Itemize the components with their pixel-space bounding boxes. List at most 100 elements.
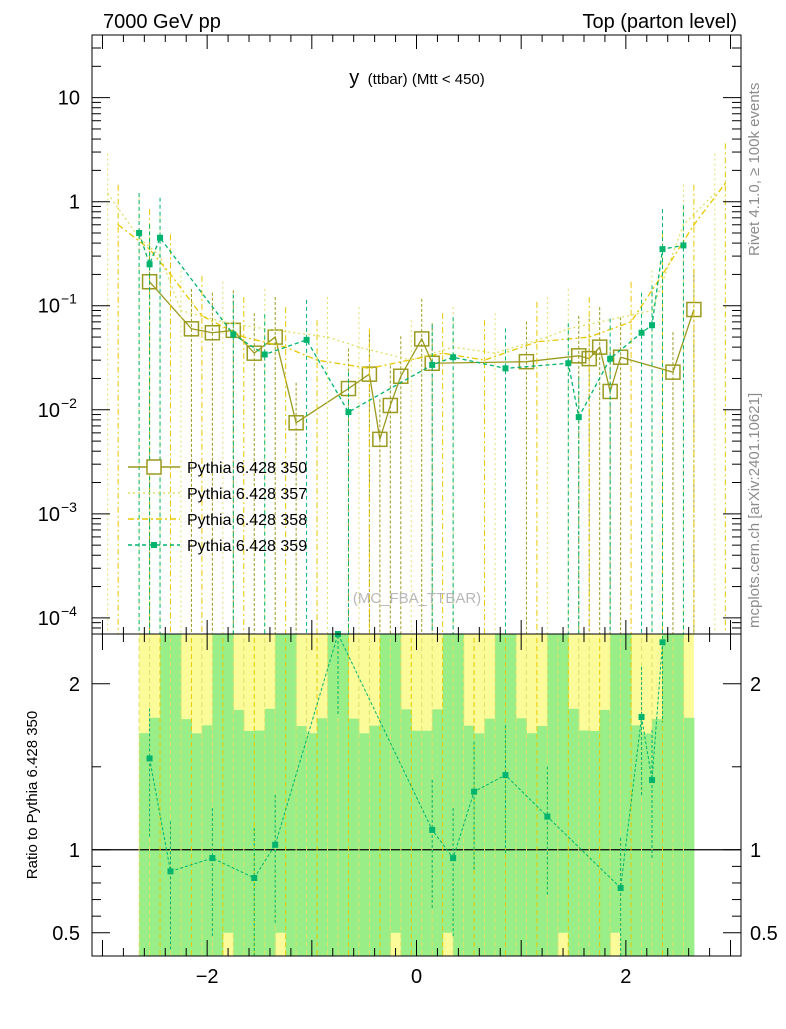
data-point [303, 336, 310, 343]
ratio-band-bin [358, 733, 370, 956]
ratio-band-bin [610, 634, 622, 933]
plot-title-main: y [349, 67, 359, 89]
data-point [546, 336, 549, 338]
plot-title-sub: (ttbar) (Mtt < 450) [368, 71, 485, 88]
ratio-band-bin [191, 733, 203, 956]
data-point [649, 322, 656, 329]
ratio-data-point [429, 826, 436, 833]
ratio-band-bin [170, 634, 182, 956]
ratio-data-point [659, 639, 666, 646]
ratio-uncertainty-bands [139, 634, 695, 956]
data-point [429, 361, 436, 368]
ratio-data-point [146, 755, 153, 762]
ratio-data-point [649, 777, 656, 784]
ratio-band-bin [484, 718, 496, 956]
ratio-band-bin [222, 634, 234, 933]
ratio-band-bin [578, 730, 590, 956]
ratio-band-bin [515, 718, 527, 956]
data-point [659, 246, 666, 253]
ratio-y-tick-label-right: 0.5 [750, 923, 778, 945]
header-left-label: 7000 GeV pp [103, 11, 221, 33]
ratio-band-bin [631, 725, 643, 956]
legend-marker [151, 542, 157, 548]
ratio-plot-panel: 2 2 1 1 0.5 0.5 −2 0 2 Ratio to Pythia 6.428 350 [24, 631, 778, 988]
data-point [382, 397, 399, 414]
data-point [117, 223, 119, 226]
ratio-y-tick-label: 2 [69, 674, 80, 696]
data-point [246, 345, 262, 361]
ratio-band-bin [463, 725, 475, 956]
y-tick-label: 10 [38, 504, 60, 526]
y-tick-exponent: −2 [61, 395, 77, 411]
legend: Pythia 6.428 350 Pythia 6.428 357 Pythia 6… [128, 459, 307, 555]
data-point [372, 431, 388, 448]
data-point [358, 346, 360, 348]
series-line [117, 182, 726, 370]
y-tick-label: 10 [38, 400, 60, 422]
data-point [157, 234, 164, 241]
data-point [575, 414, 582, 421]
ratio-band-bin [348, 718, 360, 956]
data-point [230, 331, 237, 338]
ratio-band-bin [662, 634, 674, 956]
ratio-band-bin [652, 719, 663, 956]
ratio-band-bin [620, 634, 632, 956]
x-tick-label: −2 [196, 966, 219, 988]
data-point [536, 341, 538, 343]
ratio-data-point [209, 855, 216, 862]
ratio-band-bin [453, 634, 465, 956]
data-point [441, 352, 444, 354]
ratio-axis-ticks: 2 2 1 1 0.5 0.5 −2 0 2 [52, 634, 778, 988]
ratio-band-bin [568, 708, 580, 956]
series-line [107, 192, 716, 361]
data-point [326, 336, 329, 338]
ratio-y-tick-label: 0.5 [52, 923, 80, 945]
data-point [204, 325, 221, 341]
data-point [368, 367, 371, 370]
data-point [169, 273, 172, 276]
ratio-band-bin [589, 730, 601, 956]
ratio-band-bin [369, 725, 381, 956]
ratio-band-bin [296, 725, 308, 956]
data-point [591, 339, 608, 355]
ratio-plot-marks [92, 631, 741, 956]
data-point [180, 309, 182, 312]
data-point [607, 355, 614, 362]
ratio-data-point [450, 855, 457, 862]
ratio-band-bin [327, 634, 339, 956]
ratio-data-point [617, 884, 624, 891]
ratio-band-bin [139, 733, 151, 956]
ratio-band-bin [180, 719, 192, 956]
data-point [518, 353, 535, 370]
data-point [222, 321, 224, 323]
data-point [571, 348, 587, 364]
ratio-data-point [251, 874, 258, 881]
series-0 [141, 241, 702, 634]
header-right-label: Top (parton level) [582, 11, 737, 33]
y-tick-label: 1 [69, 192, 80, 214]
data-point [665, 364, 681, 380]
data-point [567, 328, 570, 330]
ratio-band-bin [285, 634, 297, 956]
ratio-band-bin [474, 733, 486, 956]
ratio-band-bin [275, 634, 287, 933]
y-tick-exponent: −3 [61, 499, 77, 515]
data-point [494, 352, 496, 354]
ratio-y-tick-label-right: 2 [750, 674, 761, 696]
ratio-band-bin [264, 708, 276, 956]
data-point [410, 359, 413, 361]
ratio-band-bin [641, 733, 653, 956]
x-tick-label: 0 [411, 966, 422, 988]
ratio-band-bin [337, 634, 349, 956]
legend-label: Pythia 6.428 357 [187, 486, 307, 503]
ratio-band-bin [432, 709, 444, 956]
data-point [565, 360, 572, 367]
ratio-band-bin [243, 730, 255, 956]
watermark-label: (MC_FBA_TTBAR) [353, 590, 481, 607]
series-line [138, 232, 684, 420]
ratio-y-axis-label: Ratio to Pythia 6.428 350 [24, 711, 41, 879]
ratio-band-bin [390, 634, 402, 933]
ratio-band-bin [557, 634, 569, 933]
ratio-data-point [502, 772, 509, 779]
